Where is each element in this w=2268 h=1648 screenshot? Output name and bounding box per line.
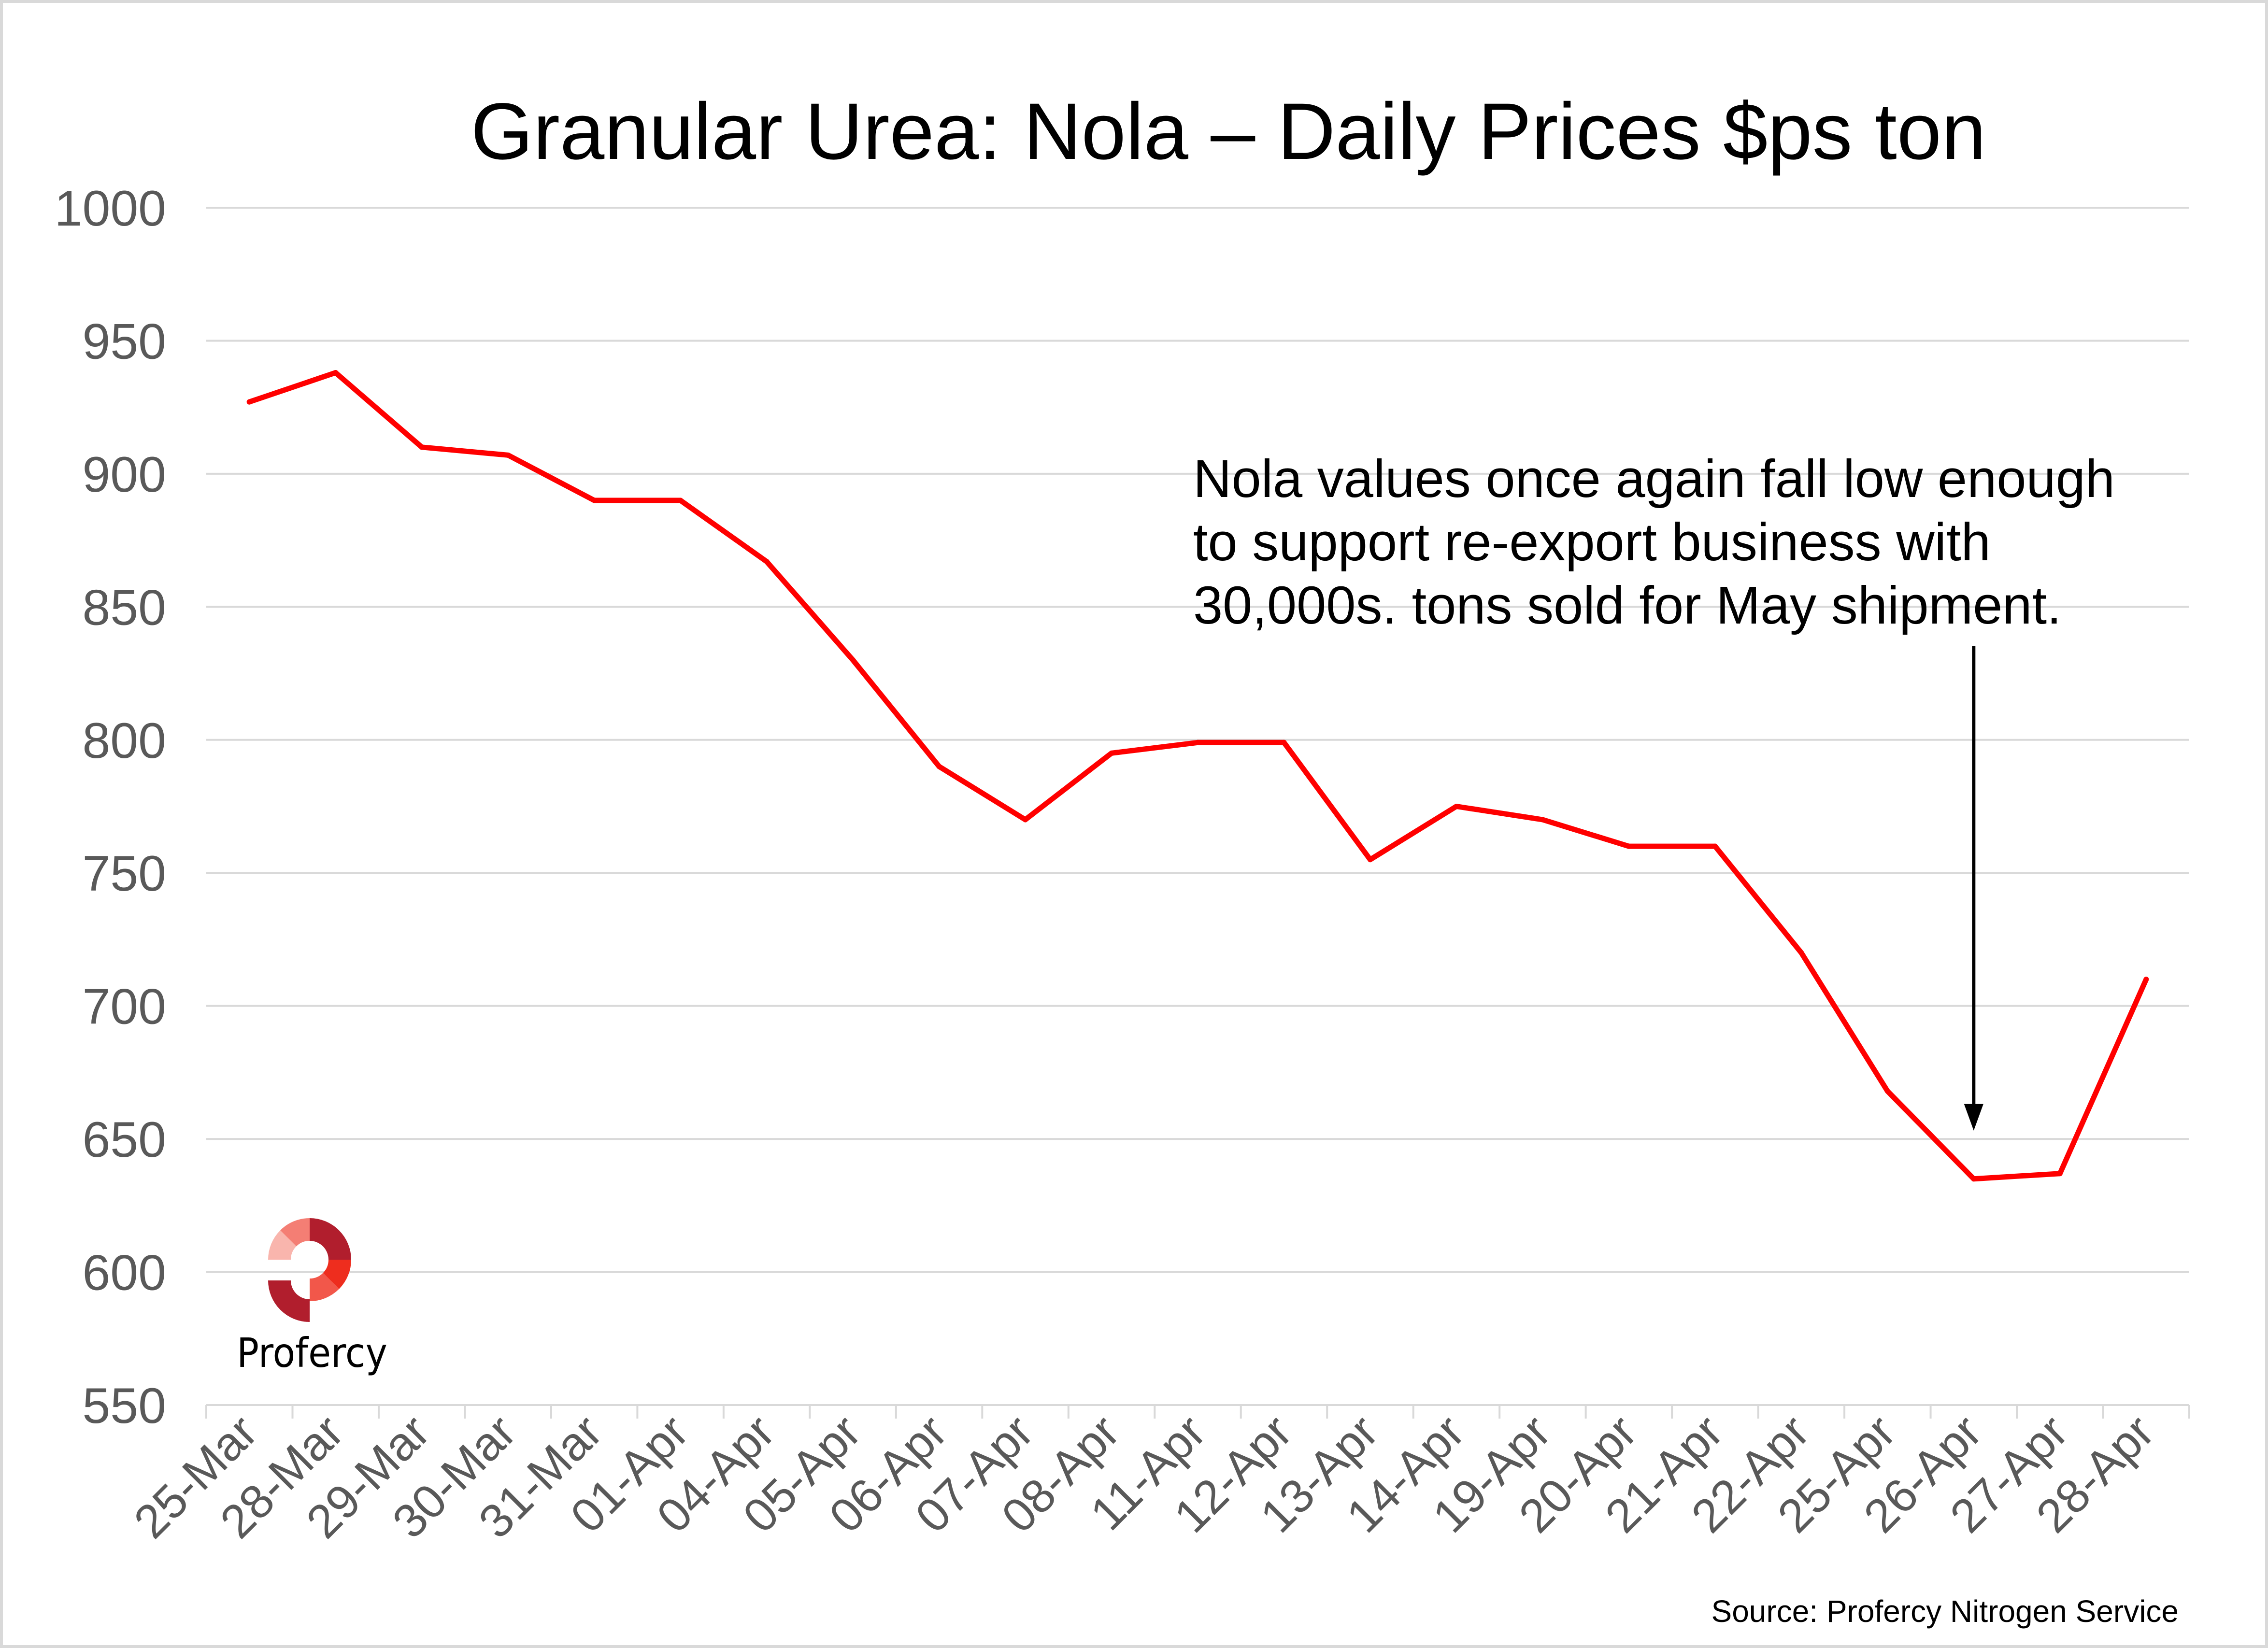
data-point (678, 497, 684, 503)
data-point (1367, 857, 1373, 863)
logo-segment-salmon (310, 1273, 339, 1301)
data-point (246, 399, 252, 405)
gridlines (206, 207, 2189, 1273)
logo-segment-bright (323, 1260, 351, 1289)
y-tick-label: 1000 (55, 181, 166, 237)
line-chart: Granular Urea: Nola – Daily Prices $ps t… (55, 87, 2190, 1629)
data-point (505, 452, 511, 458)
logo-segment-light (268, 1230, 297, 1260)
x-axis-tick-labels: 25-Mar28-Mar29-Mar30-Mar31-Mar01-Apr04-A… (124, 1405, 2164, 1548)
data-point (1023, 817, 1028, 823)
data-point (419, 444, 425, 450)
data-point (333, 370, 339, 376)
logo-wordmark: Profercy (237, 1329, 387, 1377)
y-tick-label: 700 (82, 979, 166, 1035)
data-point (1195, 739, 1200, 745)
data-point (2143, 977, 2149, 982)
y-tick-label: 900 (82, 447, 166, 503)
y-tick-label: 750 (82, 846, 166, 902)
logo-segment-pink (280, 1218, 310, 1247)
logo-segment-dark (310, 1218, 351, 1260)
y-tick-label: 600 (82, 1245, 166, 1301)
profercy-logo: Profercy (237, 1218, 387, 1377)
y-tick-label: 650 (82, 1112, 166, 1168)
y-tick-label: 550 (82, 1378, 166, 1434)
data-point (1109, 750, 1114, 756)
source-note: Source: Profercy Nitrogen Service (1712, 1594, 2179, 1629)
annotation-line-1: Nola values once again fall low enough (1193, 449, 2115, 509)
data-point (2057, 1171, 2063, 1177)
data-point (1712, 843, 1718, 849)
data-point (1540, 817, 1545, 823)
data-point (936, 764, 942, 769)
y-tick-label: 800 (82, 713, 166, 769)
annotation-line-2: to support re-export business with (1193, 512, 1991, 572)
y-tick-label: 850 (82, 580, 166, 636)
data-point (1626, 843, 1632, 849)
data-point (1454, 804, 1459, 809)
annotation-line-3: 30,000s. tons sold for May shipment. (1193, 576, 2062, 635)
annotation: Nola values once again fall low enough t… (1193, 449, 2115, 1131)
y-tick-label: 950 (82, 313, 166, 369)
chart-title: Granular Urea: Nola – Daily Prices $ps t… (471, 87, 1986, 176)
x-axis (205, 1404, 2190, 1419)
data-points (246, 370, 2149, 1182)
data-point (850, 657, 856, 663)
logo-segment-dark-lower (268, 1280, 310, 1322)
annotation-arrow-head (1964, 1104, 1983, 1131)
data-point (1884, 1088, 1890, 1094)
data-point (1281, 739, 1287, 745)
data-point (1798, 950, 1804, 955)
data-point (1971, 1176, 1977, 1182)
y-axis-tick-labels: 1000 950 900 850 800 750 700 650 600 550 (55, 181, 166, 1434)
data-point (591, 497, 597, 503)
data-point (764, 559, 770, 565)
